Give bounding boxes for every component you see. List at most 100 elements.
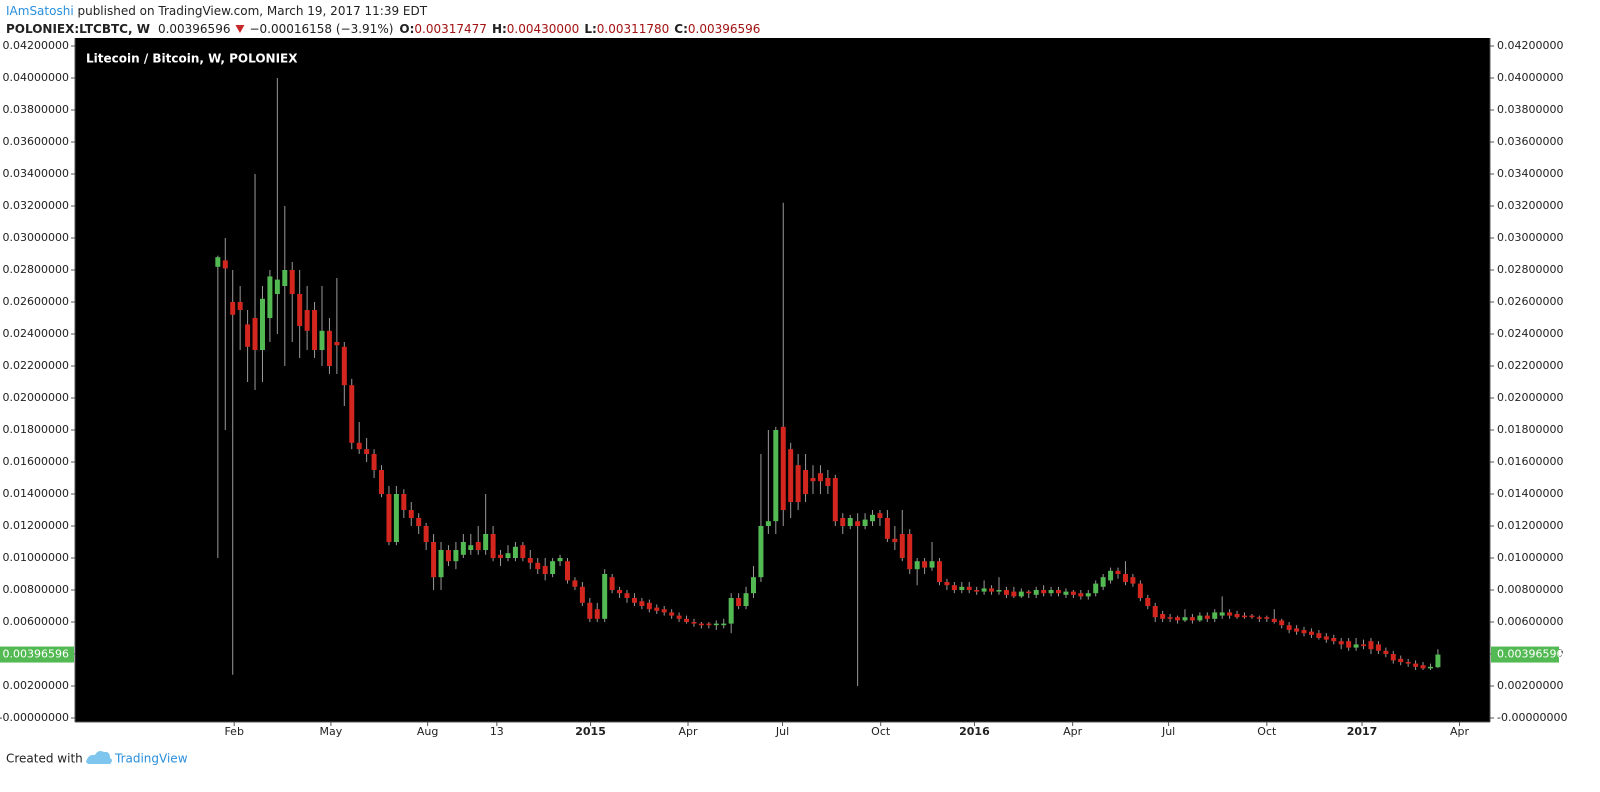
candle-body xyxy=(319,330,325,350)
candle-body xyxy=(1427,666,1433,669)
candle-body xyxy=(914,561,920,570)
candle-body xyxy=(929,561,935,568)
y-tick-label: 0.03000000 xyxy=(1497,231,1563,244)
candle-body xyxy=(535,562,541,570)
high-label: H: xyxy=(492,22,507,36)
candle-body xyxy=(1368,641,1374,650)
candle-body xyxy=(371,454,377,470)
y-tick-label: 0.01800000 xyxy=(3,423,69,436)
candle-body xyxy=(1316,633,1322,638)
candle-body xyxy=(386,494,392,542)
candle-body xyxy=(877,513,883,518)
y-tick-label: 0.03600000 xyxy=(1497,135,1563,148)
candle-body xyxy=(1197,615,1203,621)
candle-body xyxy=(1175,617,1181,621)
candle-body xyxy=(862,519,868,526)
close-value: 0.00396596 xyxy=(688,22,761,36)
candle-body xyxy=(624,593,630,598)
candle-body xyxy=(222,260,228,269)
candle-body xyxy=(1279,620,1285,626)
y-tick-label: 0.03400000 xyxy=(1497,167,1563,180)
candle-body xyxy=(312,310,318,350)
candle-body xyxy=(788,449,794,502)
candle-body xyxy=(617,590,623,594)
candle-body xyxy=(1160,614,1166,619)
candle-body xyxy=(1018,591,1024,597)
y-tick-label: 0.01200000 xyxy=(3,519,69,532)
candle-body xyxy=(483,534,489,550)
candle-body xyxy=(646,602,652,610)
candle-body xyxy=(803,470,809,494)
candle-body xyxy=(847,518,853,526)
x-tick-label: 2017 xyxy=(1347,725,1378,738)
y-tick-label: 0.03200000 xyxy=(1497,199,1563,212)
candle-body xyxy=(1078,593,1084,597)
x-tick-label: Oct xyxy=(871,725,891,738)
change: −0.00016158 (−3.91%) xyxy=(249,22,393,36)
candle-body xyxy=(408,510,414,518)
candle-body xyxy=(944,582,950,586)
y-tick-label: 0.00200000 xyxy=(1497,679,1563,692)
candle-body xyxy=(959,586,965,590)
close-label: C: xyxy=(674,22,688,36)
candle-body xyxy=(713,623,719,626)
candle-body xyxy=(736,598,742,606)
candle-body xyxy=(1130,577,1136,584)
candle-body xyxy=(304,310,310,331)
candle-body xyxy=(609,577,615,590)
y-tick-label: 0.03600000 xyxy=(3,135,69,148)
candle-body xyxy=(594,609,600,619)
y-tick-label: 0.01600000 xyxy=(1497,455,1563,468)
y-tick-label: 0.02400000 xyxy=(1497,327,1563,340)
candle-body xyxy=(1003,590,1009,595)
candle-body xyxy=(1375,644,1381,651)
candle-body xyxy=(579,586,585,603)
y-tick-label: 0.04000000 xyxy=(1497,71,1563,84)
candle-body xyxy=(498,554,504,558)
candle-body xyxy=(475,542,481,550)
candle-body xyxy=(795,465,801,502)
candle-body xyxy=(460,542,466,555)
y-tick-label: 0.02800000 xyxy=(1497,263,1563,276)
candle-body xyxy=(907,534,913,570)
y-tick-label: 0.01200000 xyxy=(1497,519,1563,532)
candle-body xyxy=(557,558,563,562)
candle-body xyxy=(639,601,645,606)
candle-body xyxy=(936,561,942,582)
candle-body xyxy=(468,545,474,550)
candle-body xyxy=(252,318,258,350)
y-tick-label: -0.00000000 xyxy=(0,711,69,724)
plot-area xyxy=(75,38,1490,722)
brand[interactable]: TradingView xyxy=(114,752,188,766)
candle-body xyxy=(899,534,905,558)
y-tick-label: -0.00000000 xyxy=(1497,711,1567,724)
candle-body xyxy=(520,545,526,558)
candle-body xyxy=(654,607,660,611)
candle-body xyxy=(1182,617,1188,621)
x-tick-label: Jul xyxy=(775,725,789,738)
candle-body xyxy=(237,302,243,310)
candle-body xyxy=(416,518,422,526)
candle-body xyxy=(1011,591,1017,597)
candle-body xyxy=(1241,615,1247,618)
author[interactable]: IAmSatoshi xyxy=(6,4,74,18)
candle-body xyxy=(364,449,370,454)
x-tick-label: Jul xyxy=(1161,725,1175,738)
candle-body xyxy=(1122,574,1128,582)
candle-body xyxy=(349,385,355,443)
candle-body xyxy=(1085,593,1091,597)
y-tick-label: 0.02600000 xyxy=(3,295,69,308)
publish-line: IAmSatoshi published on TradingView.com,… xyxy=(6,4,428,18)
candle-body xyxy=(1189,617,1195,621)
x-tick-label: Apr xyxy=(1450,725,1470,738)
candle-body xyxy=(661,609,667,613)
candle-body xyxy=(721,623,727,626)
y-tick-label: 0.00200000 xyxy=(3,679,69,692)
candle-body xyxy=(1063,591,1069,595)
candle-body xyxy=(698,623,704,626)
y-tick-label: 0.03800000 xyxy=(1497,103,1563,116)
candle-body xyxy=(1420,665,1426,669)
candle-body xyxy=(215,257,221,267)
tradingview-logo xyxy=(86,751,112,764)
chart-title: Litecoin / Bitcoin, W, POLONIEX xyxy=(86,52,298,66)
